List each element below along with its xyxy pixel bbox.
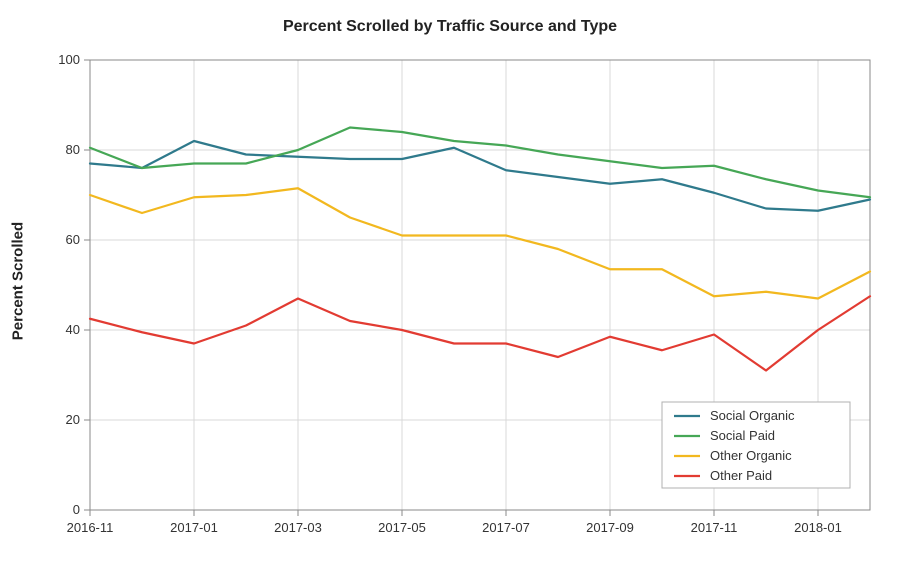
y-tick-label: 80 [66,142,80,157]
x-tick-label: 2017-09 [586,520,634,535]
y-tick-label: 20 [66,412,80,427]
legend: Social Organic Social Paid Other Organic Ot… [662,402,850,488]
y-tick-label: 60 [66,232,80,247]
x-tick-label: 2018-01 [794,520,842,535]
legend-label: Other Paid [710,468,772,483]
chart-svg: 0 20 40 60 80 100 2016-11 2017-01 2017-03 2017-05… [0,0,900,562]
legend-label: Social Paid [710,428,775,443]
x-tick-label: 2017-03 [274,520,322,535]
legend-label: Other Organic [710,448,792,463]
x-tick-label: 2017-07 [482,520,530,535]
legend-label: Social Organic [710,408,795,423]
y-tick-label: 100 [58,52,80,67]
chart-container: Percent Scrolled by Traffic Source and T… [0,0,900,562]
y-tick-label: 0 [73,502,80,517]
x-tick-label: 2017-11 [691,520,738,535]
x-tick-label: 2017-01 [170,520,218,535]
x-tick-label: 2016-11 [67,520,114,535]
x-tick-label: 2017-05 [378,520,426,535]
y-tick-label: 40 [66,322,80,337]
